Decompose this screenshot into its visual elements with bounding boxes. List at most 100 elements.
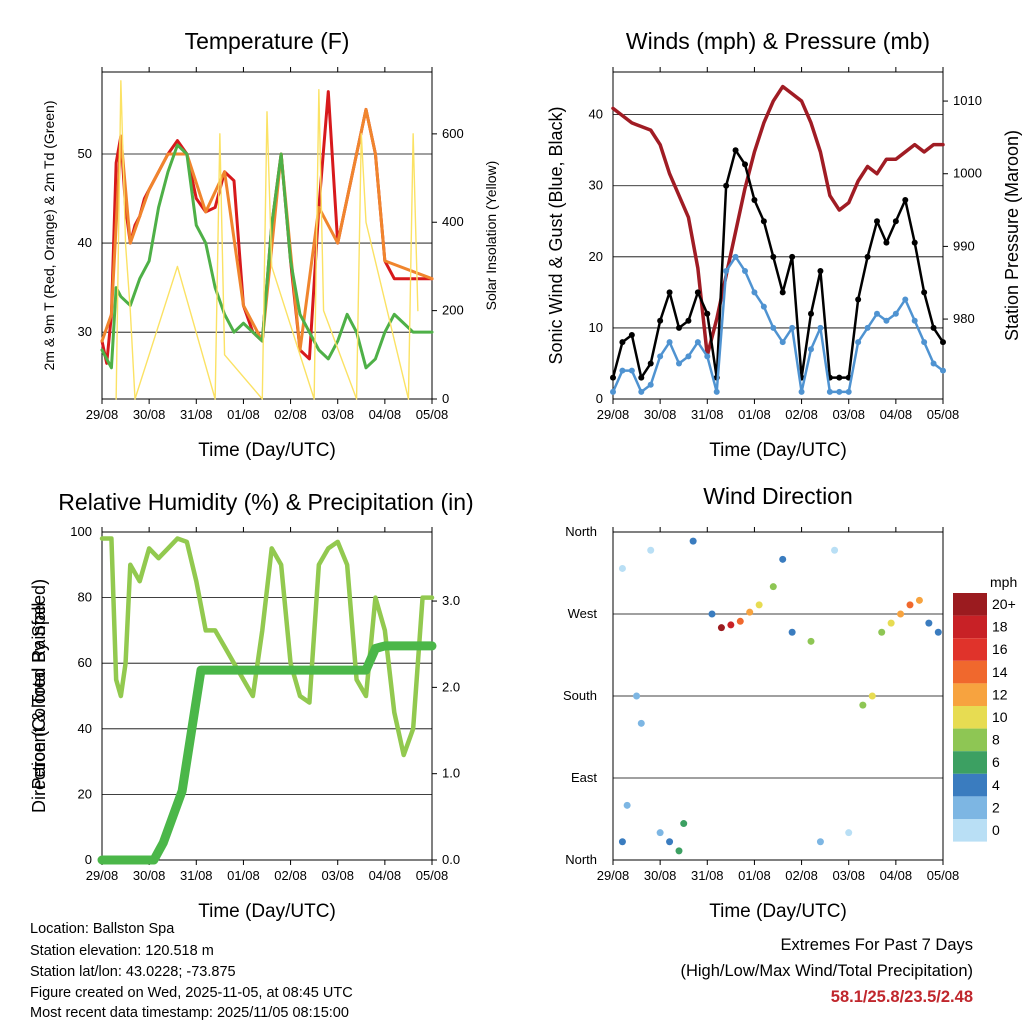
wind-direction-point	[906, 601, 914, 609]
series-gust-point	[742, 161, 748, 168]
y-tick-label: 100	[70, 524, 92, 539]
colorbar-swatch	[953, 796, 987, 819]
series-9m-t-line	[100, 107, 434, 352]
x-tick-label: 31/08	[180, 407, 213, 422]
series-wind-point	[742, 268, 748, 275]
wind-direction-point	[925, 619, 933, 627]
humidity-xlabel: Time (Day/UTC)	[198, 901, 336, 922]
wind-direction-point	[746, 608, 754, 616]
y2-tick-label: 1.0	[442, 766, 460, 781]
series-gust-point	[610, 374, 616, 381]
temperature-title: Temperature (F)	[184, 28, 350, 54]
y-tick-label: West	[568, 606, 598, 621]
colorbar-label: 20+	[992, 596, 1016, 612]
series-gust-point	[628, 332, 635, 339]
series-wind-point	[619, 367, 626, 374]
x-tick-label: 04/08	[880, 868, 913, 883]
series-gust-point	[808, 310, 814, 317]
wind-direction-point	[727, 621, 735, 629]
x-tick-label: 01/08	[227, 407, 260, 422]
series-wind-point	[723, 268, 730, 275]
footer-elevation: Station elevation: 120.518 m	[30, 943, 214, 959]
y-tick-label: 30	[78, 324, 92, 339]
winds-xlabel: Time (Day/UTC)	[709, 440, 847, 461]
x-tick-label: 03/08	[832, 407, 865, 422]
series-wind-point	[760, 303, 767, 310]
series-gust-point	[732, 147, 739, 154]
y2-axis-title: Station Pressure (Maroon)	[1002, 130, 1022, 341]
series-wind-point	[911, 317, 918, 324]
x-tick-label: 01/08	[738, 868, 771, 883]
series-wind-point	[666, 339, 673, 346]
colorbar-swatch	[953, 638, 987, 661]
series-wind-point	[817, 324, 824, 331]
y-tick-label: 40	[589, 107, 603, 122]
wind-direction-point	[845, 829, 853, 837]
y-tick-label: 50	[78, 146, 92, 161]
series-wind-point	[779, 339, 786, 346]
wind-direction-point	[666, 838, 674, 846]
extremes-title: Extremes For Past 7 Days	[780, 936, 973, 954]
series-wind-point	[713, 388, 720, 395]
series-wind-point	[845, 388, 852, 395]
footer-created: Figure created on Wed, 2025-11-05, at 08…	[30, 985, 353, 1001]
wind-direction-point	[769, 583, 777, 591]
wind-direction-point	[816, 838, 824, 846]
wind-direction-point	[618, 564, 626, 572]
series-gust-point	[723, 182, 730, 189]
y-tick-label: 80	[78, 590, 92, 605]
wind-direction-point	[878, 628, 886, 636]
x-tick-label: 03/08	[832, 868, 865, 883]
y2-tick-label: 3.0	[442, 593, 460, 608]
wind-direction-point	[647, 546, 655, 554]
wind-direction-point	[689, 537, 697, 545]
wind-direction-point	[788, 628, 796, 636]
x-tick-label: 05/08	[416, 868, 449, 883]
series-wind-point	[883, 317, 890, 324]
series-solar-insolation-line	[115, 80, 419, 400]
colorbar-label: 8	[992, 732, 1000, 748]
wind-direction-point	[717, 624, 725, 632]
wind-direction-point	[831, 546, 839, 554]
y2-tick-label: 1010	[953, 93, 982, 108]
series-wind-point	[864, 324, 871, 331]
series-gust-point	[930, 324, 937, 331]
series-gust-point	[940, 339, 946, 346]
series-gust-point	[751, 196, 758, 203]
y-tick-label: North	[565, 852, 597, 867]
wind-direction-point	[623, 801, 631, 809]
series-gust-point	[647, 360, 654, 367]
y2-tick-label: 2.0	[442, 679, 460, 694]
series-wind-point	[930, 360, 937, 367]
series-wind-point	[826, 388, 833, 395]
y-tick-label: 60	[78, 655, 92, 670]
y-axis-title: Direction (Colored By Speed)	[29, 579, 49, 813]
y-tick-label: South	[563, 688, 597, 703]
wind-direction-point	[934, 628, 942, 636]
series-gust-point	[676, 324, 682, 331]
wind-direction-point	[736, 617, 744, 625]
series-wind-point	[798, 388, 805, 395]
colorbar-swatch	[953, 660, 987, 684]
y-tick-label: 10	[589, 320, 603, 335]
series-wind-point	[694, 339, 701, 346]
wind-direction-point	[618, 838, 626, 846]
wind-direction-title: Wind Direction	[703, 483, 853, 509]
colorbar-swatch	[953, 683, 987, 706]
series-gust-point	[619, 339, 626, 346]
wind-direction-point	[868, 692, 876, 700]
colorbar-label: 14	[992, 664, 1008, 680]
y-tick-label: 0	[85, 852, 92, 867]
x-tick-label: 30/08	[644, 407, 677, 422]
series-gust-line	[611, 148, 945, 379]
wind-direction-point	[656, 829, 664, 837]
temperature-xlabel: Time (Day/UTC)	[198, 440, 336, 461]
series-gust-point	[789, 253, 796, 260]
x-tick-label: 02/08	[274, 407, 307, 422]
x-tick-label: 30/08	[644, 868, 677, 883]
extremes-subtitle: (High/Low/Max Wind/Total Precipitation)	[680, 962, 973, 980]
series-wind-point	[902, 296, 909, 303]
wind-direction-xlabel: Time (Day/UTC)	[709, 901, 847, 922]
y-tick-label: 0	[596, 391, 603, 406]
